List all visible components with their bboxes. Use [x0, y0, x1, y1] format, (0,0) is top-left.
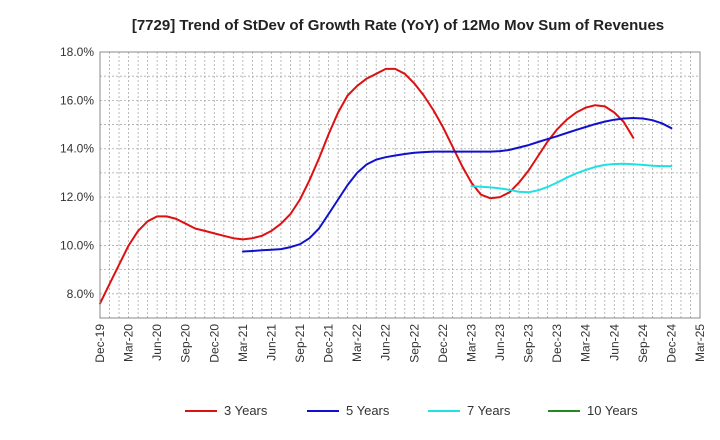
x-tick-label: Dec-24: [664, 324, 678, 363]
x-tick-label: Mar-21: [236, 324, 250, 362]
legend-label-10-years: 10 Years: [587, 403, 638, 418]
x-tick-label: Dec-19: [93, 324, 107, 363]
series-line-5-years: [241, 117, 673, 253]
chart-title: [7729] Trend of StDev of Growth Rate (Yo…: [132, 17, 664, 34]
x-tick-label: Sep-23: [522, 324, 536, 363]
series-line-7-years: [470, 162, 673, 194]
y-tick-label: 18.0%: [60, 45, 94, 59]
x-tick-label: Mar-25: [693, 324, 707, 362]
plot-area-frame: [99, 51, 701, 319]
y-tick-label: 16.0%: [60, 93, 94, 107]
x-tick-label: Mar-24: [579, 324, 593, 362]
y-tick-label: 8.0%: [67, 287, 95, 301]
x-tick-label: Jun-23: [493, 324, 507, 361]
series-line-3-years: [99, 67, 635, 305]
x-axis-ticks: Dec-19 Mar-20 Jun-20 Sep-20 Dec-20 Mar-21 Jun-…: [93, 324, 707, 363]
x-tick-label: Dec-21: [322, 324, 336, 363]
x-tick-label: Sep-21: [293, 324, 307, 363]
x-tick-label: Jun-22: [379, 324, 393, 361]
x-tick-label: Mar-20: [122, 324, 136, 362]
x-tick-label: Jun-20: [150, 324, 164, 361]
x-tick-label: Mar-23: [464, 324, 478, 362]
x-tick-label: Mar-22: [350, 324, 364, 362]
x-tick-label: Dec-23: [550, 324, 564, 363]
y-tick-label: 14.0%: [60, 142, 94, 156]
legend-label-7-years: 7 Years: [467, 403, 511, 418]
x-tick-label: Jun-24: [607, 324, 621, 361]
y-axis-ticks: 8.0% 10.0% 12.0% 14.0% 16.0% 18.0%: [60, 45, 94, 301]
legend-label-5-years: 5 Years: [346, 403, 390, 418]
y-tick-label: 10.0%: [60, 238, 94, 252]
x-tick-label: Sep-22: [407, 324, 421, 363]
legend: 3 Years 5 Years 7 Years 10 Years: [185, 403, 638, 418]
x-tick-label: Dec-20: [207, 324, 221, 363]
y-tick-label: 12.0%: [60, 190, 94, 204]
grid: [99, 51, 701, 319]
legend-label-3-years: 3 Years: [224, 403, 268, 418]
x-tick-label: Dec-22: [436, 324, 450, 363]
x-tick-label: Sep-20: [179, 324, 193, 363]
series-lines: [99, 67, 673, 305]
x-tick-label: Jun-21: [264, 324, 278, 361]
x-tick-label: Sep-24: [636, 324, 650, 363]
